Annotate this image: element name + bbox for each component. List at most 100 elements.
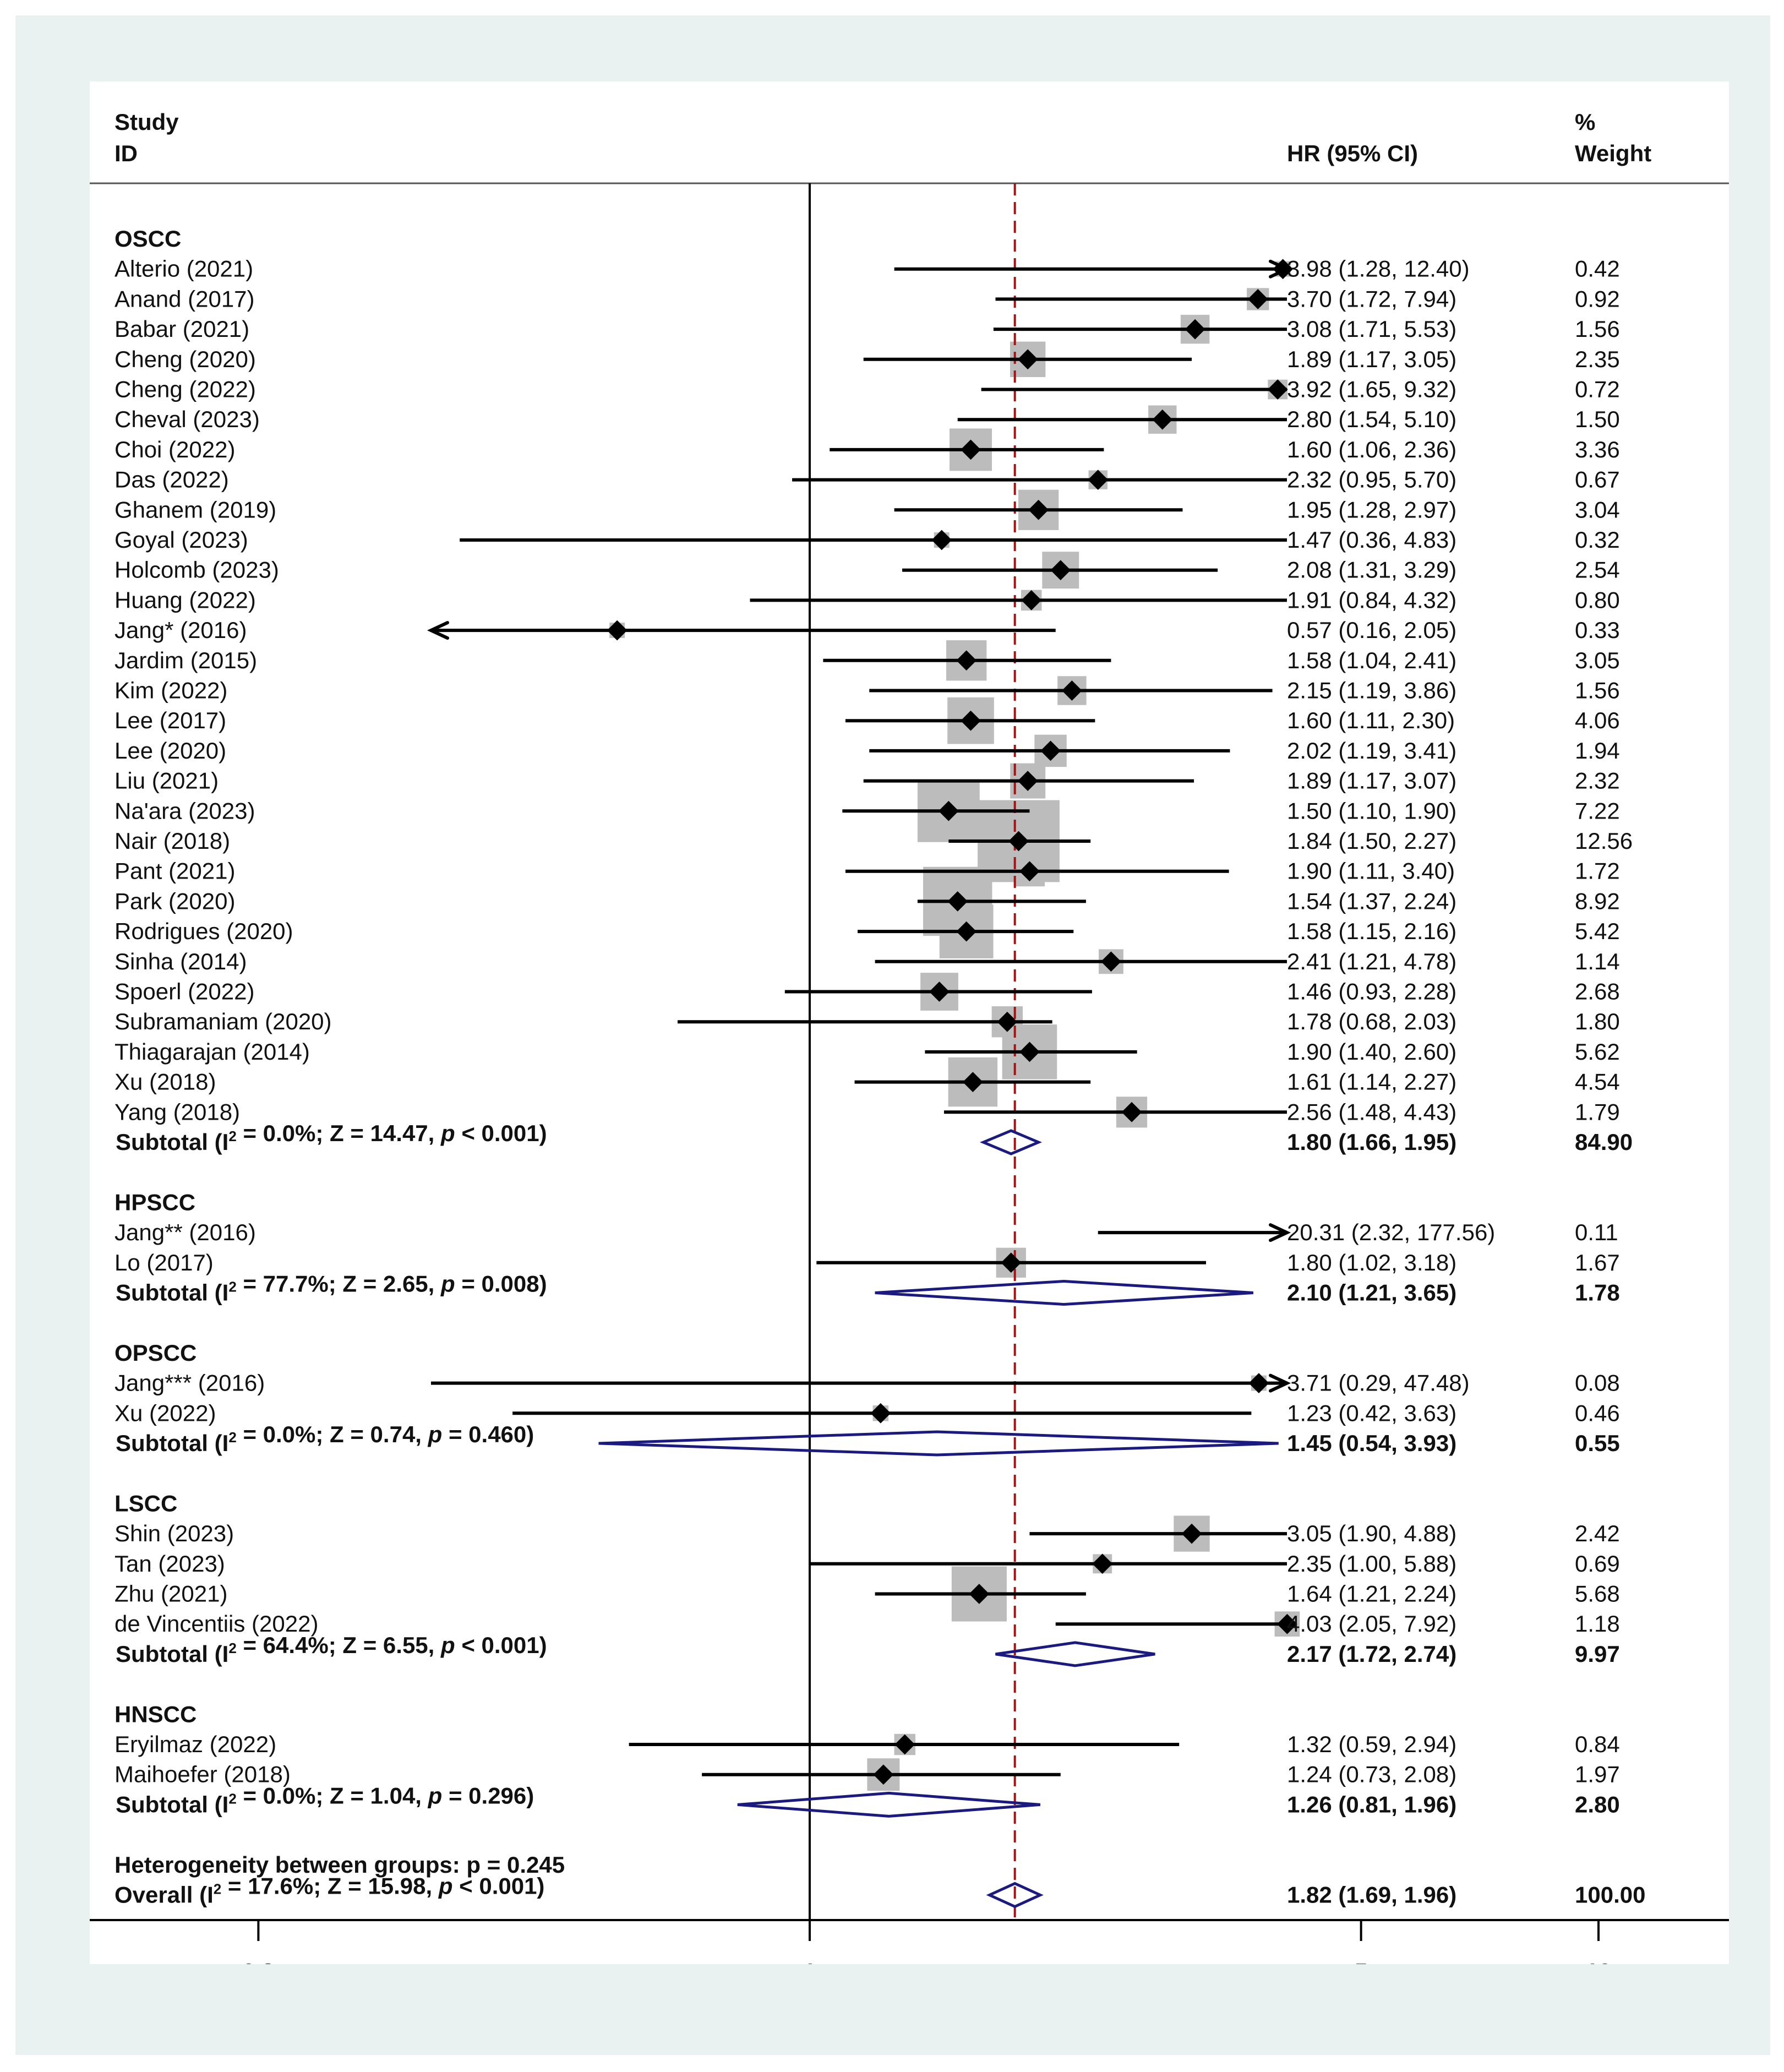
study-point-estimate <box>1019 1042 1040 1062</box>
study-point-estimate <box>969 1584 990 1604</box>
ci-arrow-icon <box>427 621 449 640</box>
study-weight: 7.22 <box>1575 798 1620 824</box>
study-hr-ci: 1.90 (1.40, 2.60) <box>1287 1039 1456 1065</box>
study-point-estimate <box>1181 1523 1202 1544</box>
header-weight: Weight <box>1575 140 1651 166</box>
study-hr-ci: 1.50 (1.10, 1.90) <box>1287 798 1456 824</box>
study-label: Liu (2021) <box>114 768 219 794</box>
study-label: Zhu (2021) <box>114 1581 227 1607</box>
study-hr-ci: 1.95 (1.28, 2.97) <box>1287 497 1456 522</box>
x-axis-tick-label: 1 <box>803 1959 816 1964</box>
subtotal-hr-ci: 2.10 (1.21, 3.65) <box>1287 1280 1456 1306</box>
study-point-estimate <box>1247 289 1268 309</box>
study-point-estimate <box>961 710 981 731</box>
header-study: Study <box>114 109 179 135</box>
study-point-estimate <box>1001 1252 1022 1273</box>
study-label: Alterio (2021) <box>114 256 253 282</box>
ci-arrow-icon <box>1269 1373 1291 1393</box>
heterogeneity-label: Heterogeneity between groups: p = 0.245 <box>114 1852 565 1878</box>
study-weight: 2.68 <box>1575 979 1620 1005</box>
subtotal-weight: 84.90 <box>1575 1129 1633 1155</box>
study-weight: 0.08 <box>1575 1370 1620 1396</box>
subtotal-diamond <box>737 1791 1040 1818</box>
study-hr-ci: 1.60 (1.06, 2.36) <box>1287 437 1456 462</box>
subtotal-diamond <box>979 1129 1043 1155</box>
study-hr-ci: 1.47 (0.36, 4.83) <box>1287 527 1456 553</box>
subtotal-label-hpscc: Subtotal (I2 = 77.7%; Z = 2.65, p = 0.00… <box>116 1271 547 1306</box>
subtotal-weight: 2.80 <box>1575 1791 1620 1817</box>
study-label: Holcomb (2023) <box>114 557 279 583</box>
group-heading-opscc: OPSCC <box>114 1340 197 1366</box>
study-label: Cheng (2020) <box>114 346 256 372</box>
study-weight: 1.56 <box>1575 316 1620 342</box>
study-hr-ci: 1.46 (0.93, 2.28) <box>1287 979 1456 1005</box>
study-hr-ci: 1.54 (1.37, 2.24) <box>1287 888 1456 914</box>
study-label: Park (2020) <box>114 888 235 914</box>
subtotal-weight: 9.97 <box>1575 1641 1620 1667</box>
overall-diamond <box>986 1882 1044 1909</box>
subtotal-hr-ci: 1.26 (0.81, 1.96) <box>1287 1791 1456 1817</box>
study-weight: 5.42 <box>1575 918 1620 944</box>
study-point-estimate <box>956 921 977 942</box>
study-hr-ci: 2.02 (1.19, 3.41) <box>1287 738 1456 764</box>
study-point-estimate <box>956 650 977 671</box>
study-weight: 2.32 <box>1575 768 1620 794</box>
study-label: Rodrigues (2020) <box>114 918 293 944</box>
study-weight: 12.56 <box>1575 828 1633 854</box>
study-point-estimate <box>962 1072 983 1092</box>
study-point-estimate <box>1017 349 1038 370</box>
study-hr-ci: 3.08 (1.71, 5.53) <box>1287 316 1456 342</box>
study-hr-ci: 4.03 (2.05, 7.92) <box>1287 1611 1456 1637</box>
study-weight: 2.35 <box>1575 346 1620 372</box>
study-hr-ci: 2.56 (1.48, 4.43) <box>1287 1099 1456 1125</box>
study-label: Xu (2018) <box>114 1069 216 1095</box>
study-label: Sinha (2014) <box>114 948 247 974</box>
study-hr-ci: 1.23 (0.42, 3.63) <box>1287 1400 1456 1426</box>
study-hr-ci: 2.41 (1.21, 4.78) <box>1287 948 1456 974</box>
study-point-estimate <box>1008 831 1029 852</box>
forest-plot: Study ID HR (95% CI) % Weight OSCC Alteri… <box>90 109 1729 1964</box>
study-weight: 3.04 <box>1575 497 1620 522</box>
forest-plot-panel: Study ID HR (95% CI) % Weight OSCC Alteri… <box>90 81 1729 1964</box>
study-weight: 4.54 <box>1575 1069 1620 1095</box>
study-weight: 1.18 <box>1575 1611 1620 1637</box>
subtotal-label-hnscc: Subtotal (I2 = 0.0%; Z = 1.04, p = 0.296… <box>116 1782 534 1817</box>
study-hr-ci: 3.98 (1.28, 12.40) <box>1287 256 1470 282</box>
study-hr-ci: 1.61 (1.14, 2.27) <box>1287 1069 1456 1095</box>
study-weight: 1.79 <box>1575 1099 1620 1125</box>
study-hr-ci: 0.57 (0.16, 2.05) <box>1287 617 1456 643</box>
study-weight: 0.80 <box>1575 587 1620 613</box>
study-label: Das (2022) <box>114 467 229 493</box>
study-hr-ci: 1.58 (1.15, 2.16) <box>1287 918 1456 944</box>
study-point-estimate <box>870 1403 891 1424</box>
study-hr-ci: 1.89 (1.17, 3.07) <box>1287 768 1456 794</box>
overall-label: Overall (I2 = 17.6%; Z = 15.98, p < 0.00… <box>114 1873 544 1908</box>
study-hr-ci: 2.15 (1.19, 3.86) <box>1287 678 1456 704</box>
study-point-estimate <box>931 530 952 550</box>
study-hr-ci: 1.64 (1.21, 2.24) <box>1287 1581 1456 1607</box>
ci-arrow-icon <box>1269 1223 1291 1242</box>
study-point-estimate <box>1021 590 1042 610</box>
study-point-estimate <box>938 800 959 821</box>
study-label: Shin (2023) <box>114 1520 234 1546</box>
study-weight: 0.84 <box>1575 1731 1620 1757</box>
study-weight: 0.92 <box>1575 286 1620 312</box>
subtotal-hr-ci: 1.80 (1.66, 1.95) <box>1287 1129 1456 1155</box>
study-label: Lee (2017) <box>114 707 226 733</box>
study-hr-ci: 1.58 (1.04, 2.41) <box>1287 647 1456 673</box>
study-point-estimate <box>1092 1553 1113 1574</box>
study-label: Eryilmaz (2022) <box>114 1731 276 1757</box>
study-hr-ci: 3.71 (0.29, 47.48) <box>1287 1370 1470 1396</box>
study-weight: 1.56 <box>1575 678 1620 704</box>
study-hr-ci: 3.92 (1.65, 9.32) <box>1287 377 1456 402</box>
study-point-estimate <box>961 439 981 460</box>
row-labels: OSCC Alterio (2021) 3.98 (1.28, 12.40) 0.42… <box>114 226 1645 1908</box>
study-label: Cheval (2023) <box>114 406 260 432</box>
study-weight: 0.32 <box>1575 527 1620 553</box>
study-weight: 1.97 <box>1575 1762 1620 1787</box>
group-heading-oscc: OSCC <box>114 226 181 252</box>
study-hr-ci: 3.05 (1.90, 4.88) <box>1287 1520 1456 1546</box>
study-point-estimate <box>1028 499 1049 520</box>
study-weight: 1.94 <box>1575 738 1620 764</box>
study-weight: 2.54 <box>1575 557 1620 583</box>
